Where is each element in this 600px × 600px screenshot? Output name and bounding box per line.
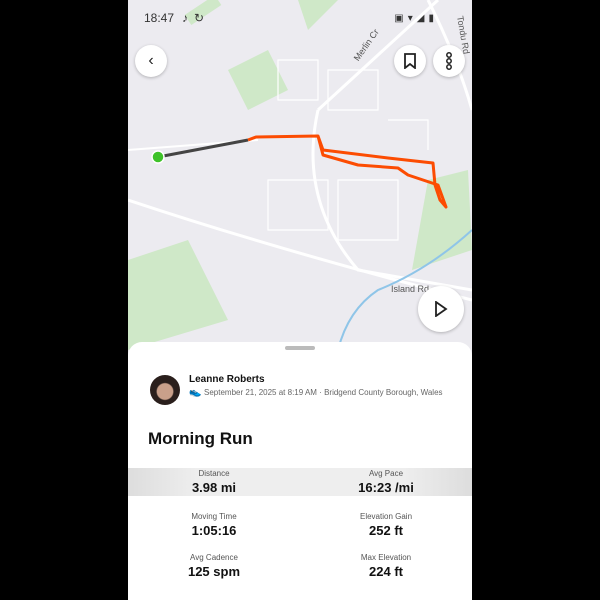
avatar[interactable]	[150, 375, 180, 405]
stat-value: 125 spm	[187, 563, 241, 579]
battery-icon: ▮	[428, 12, 434, 24]
activity-sheet: Leanne Roberts 👟 September 21, 2025 at 8:…	[128, 342, 472, 600]
back-icon: ‹	[148, 52, 154, 69]
map-canvas	[128, 0, 472, 351]
nfc-icon: ▣	[394, 12, 404, 24]
bookmark-icon	[404, 53, 416, 69]
shoe-icon: 👟	[189, 387, 202, 398]
stat-distance: Distance 3.98 mi	[128, 469, 300, 495]
stat-label: Elevation Gain	[359, 511, 413, 521]
stat-max-elevation: Max Elevation 224 ft	[300, 553, 472, 579]
stat-label: Avg Pace	[368, 469, 404, 478]
clock: 18:47	[144, 11, 175, 25]
street-label-island: Island Rd	[391, 284, 430, 294]
stat-value: 16:23 /mi	[358, 480, 414, 495]
stat-moving-time: Moving Time 1:05:16	[128, 512, 300, 538]
stats-grid: Distance 3.98 mi Avg Pace 16:23 /mi Moving…	[128, 468, 472, 586]
stat-label: Distance	[198, 469, 230, 478]
bookmark-button[interactable]	[394, 45, 426, 77]
route-map[interactable]: Merlin Cr Tondu Rd Island Rd 18:47 ♪ ↻ ▣…	[128, 0, 472, 351]
play-button[interactable]	[418, 286, 464, 332]
stat-label: Max Elevation	[360, 552, 412, 562]
tiktok-icon: ♪	[182, 11, 189, 25]
activity-title: Morning Run	[148, 429, 253, 448]
signal-icon: ◢	[416, 12, 425, 24]
stat-value: 224 ft	[369, 563, 403, 579]
route-line	[247, 134, 448, 209]
activity-date-location: September 21, 2025 at 8:19 AM · Bridgend…	[204, 388, 443, 397]
stat-value: 252 ft	[369, 522, 403, 538]
phone-screen: Merlin Cr Tondu Rd Island Rd 18:47 ♪ ↻ ▣…	[128, 0, 472, 600]
route-start-segment	[157, 138, 249, 159]
more-icon	[446, 52, 452, 70]
stat-label: Avg Cadence	[190, 552, 238, 562]
stat-value: 3.98 mi	[191, 480, 237, 495]
stat-avg-pace: Avg Pace 16:23 /mi	[300, 469, 472, 495]
stat-value: 1:05:16	[191, 522, 237, 538]
activity-meta: 👟 September 21, 2025 at 8:19 AM · Bridgen…	[189, 388, 449, 398]
stat-label: Moving Time	[191, 511, 237, 521]
more-button[interactable]	[433, 45, 465, 77]
back-button[interactable]: ‹	[135, 45, 167, 77]
status-bar: 18:47 ♪ ↻ ▣ ▾ ◢ ▮	[144, 10, 434, 26]
stat-elevation-gain: Elevation Gain 252 ft	[300, 512, 472, 538]
athlete-name[interactable]: Leanne Roberts	[189, 374, 265, 385]
sync-icon: ↻	[194, 11, 205, 25]
wifi-icon: ▾	[407, 12, 413, 24]
stat-avg-cadence: Avg Cadence 125 spm	[128, 553, 300, 579]
play-icon	[435, 301, 448, 317]
drag-handle[interactable]	[285, 346, 315, 350]
start-marker	[151, 150, 165, 164]
